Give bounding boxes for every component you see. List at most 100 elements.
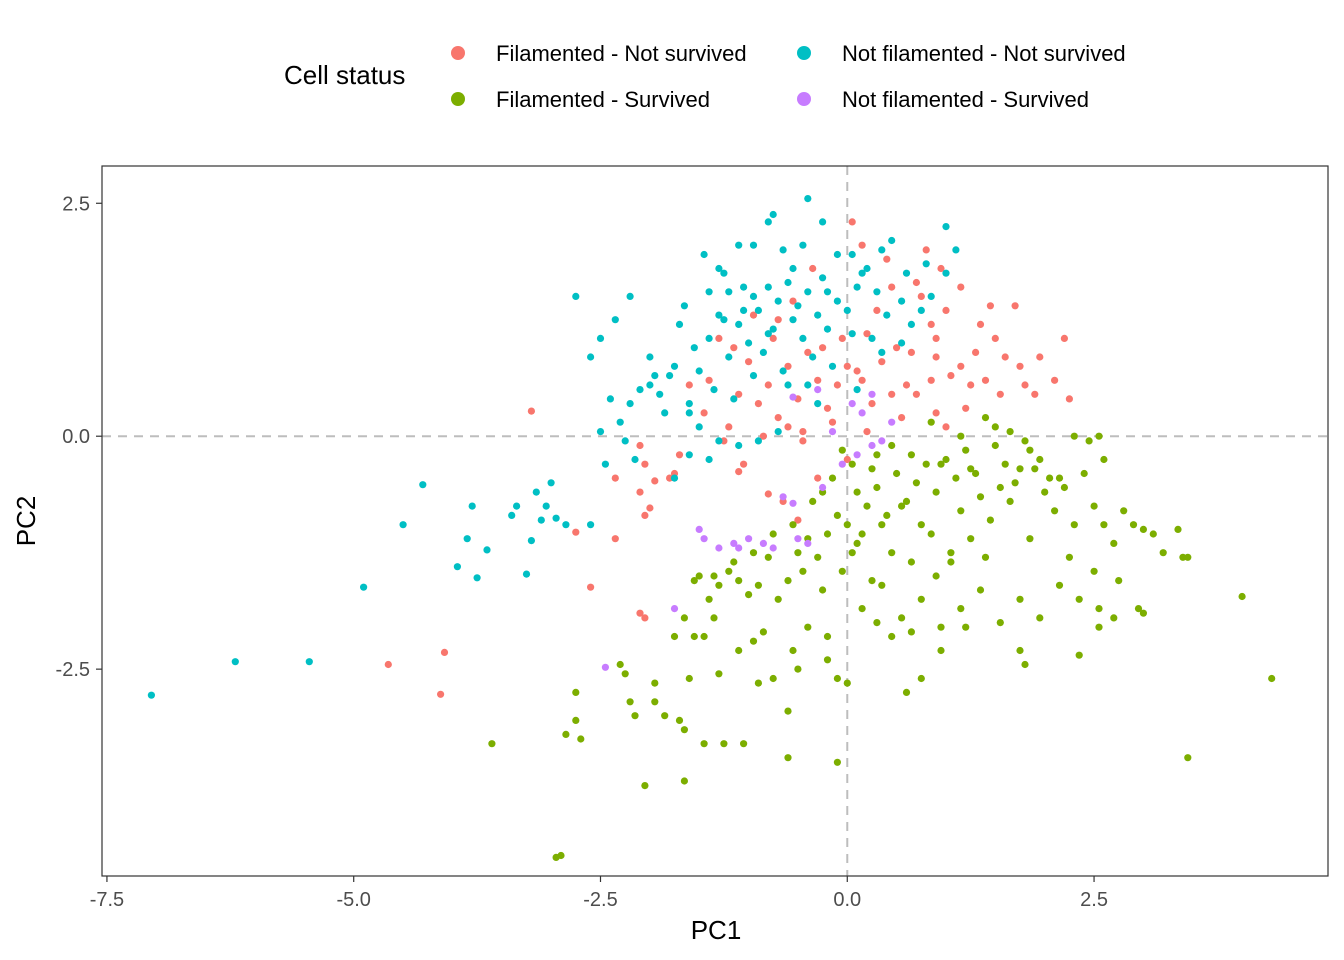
data-point xyxy=(868,390,876,398)
data-point xyxy=(651,698,659,706)
data-point xyxy=(695,572,703,580)
data-point xyxy=(828,474,837,482)
data-point xyxy=(675,716,684,725)
data-point xyxy=(735,390,743,398)
data-point xyxy=(774,595,782,603)
data-point xyxy=(833,511,842,519)
data-point xyxy=(868,400,876,408)
data-point xyxy=(1100,455,1108,464)
data-point xyxy=(937,460,945,468)
data-point xyxy=(809,353,817,361)
data-point xyxy=(907,320,916,328)
data-point xyxy=(1011,302,1019,310)
data-point xyxy=(883,311,891,319)
data-point xyxy=(823,325,832,333)
data-point xyxy=(853,488,861,496)
data-point xyxy=(878,358,886,366)
data-point xyxy=(907,451,916,459)
data-point xyxy=(1016,362,1024,370)
data-point xyxy=(1055,474,1064,482)
data-point xyxy=(636,441,644,450)
data-point xyxy=(843,679,851,687)
data-point xyxy=(848,218,856,226)
data-point xyxy=(1268,674,1276,683)
data-point xyxy=(231,658,239,666)
data-point xyxy=(789,499,797,507)
data-point xyxy=(937,264,945,273)
data-point xyxy=(927,320,935,328)
data-point xyxy=(419,481,427,489)
data-point xyxy=(898,339,906,347)
data-point xyxy=(740,283,748,291)
data-point xyxy=(1016,465,1024,473)
data-point xyxy=(769,210,777,219)
data-point xyxy=(705,595,713,603)
data-point xyxy=(1115,577,1123,585)
data-point xyxy=(1095,432,1103,440)
data-point xyxy=(898,297,906,305)
data-point xyxy=(616,418,624,426)
data-point xyxy=(823,530,832,538)
data-point xyxy=(572,688,580,697)
data-point xyxy=(527,537,536,545)
data-point xyxy=(957,283,965,291)
data-point xyxy=(735,544,743,552)
data-point xyxy=(912,390,921,398)
data-point xyxy=(843,455,851,464)
data-point xyxy=(1095,605,1103,613)
data-point xyxy=(809,497,817,505)
data-point xyxy=(942,455,950,464)
data-point xyxy=(710,614,718,622)
data-point xyxy=(932,334,940,342)
data-point xyxy=(508,511,516,519)
data-point xyxy=(789,393,797,401)
series-3 xyxy=(601,386,896,671)
data-point xyxy=(680,726,689,734)
data-point xyxy=(942,306,950,314)
data-point xyxy=(715,264,723,273)
data-point xyxy=(942,423,950,431)
data-point xyxy=(902,269,911,277)
data-point xyxy=(611,535,619,543)
data-point xyxy=(759,628,768,636)
data-point xyxy=(942,223,950,231)
data-point xyxy=(636,386,644,394)
data-point xyxy=(853,451,861,459)
legend-entry: Filamented - Survived xyxy=(451,87,710,112)
data-point xyxy=(1110,539,1118,548)
data-point xyxy=(468,502,476,510)
data-point xyxy=(833,674,842,683)
data-point xyxy=(661,409,669,417)
data-point xyxy=(764,553,772,561)
data-point xyxy=(1149,530,1157,538)
data-point xyxy=(957,507,965,515)
data-point xyxy=(651,477,659,485)
data-point xyxy=(853,539,861,548)
data-point xyxy=(947,549,955,557)
data-point xyxy=(848,400,856,408)
data-point xyxy=(705,288,713,296)
data-point xyxy=(522,570,531,578)
data-point xyxy=(764,283,772,291)
data-point xyxy=(981,414,990,422)
data-point xyxy=(700,740,708,748)
data-point xyxy=(804,381,812,389)
data-point xyxy=(967,465,975,473)
data-point xyxy=(922,460,930,468)
data-point xyxy=(705,376,713,384)
data-point xyxy=(611,474,619,482)
data-point xyxy=(730,344,738,352)
data-point xyxy=(384,660,392,669)
x-tick-label: -7.5 xyxy=(90,889,124,911)
data-point xyxy=(774,414,782,422)
data-point xyxy=(1006,428,1014,436)
x-axis: -7.5 -5.0 -2.5 0.0 2.5 xyxy=(90,876,1108,911)
data-point xyxy=(878,437,886,445)
data-point xyxy=(685,451,693,459)
data-point xyxy=(774,428,782,436)
data-point xyxy=(976,586,985,594)
data-point xyxy=(957,432,965,440)
data-point xyxy=(863,502,871,510)
data-point xyxy=(1085,437,1093,445)
data-point xyxy=(947,558,955,566)
